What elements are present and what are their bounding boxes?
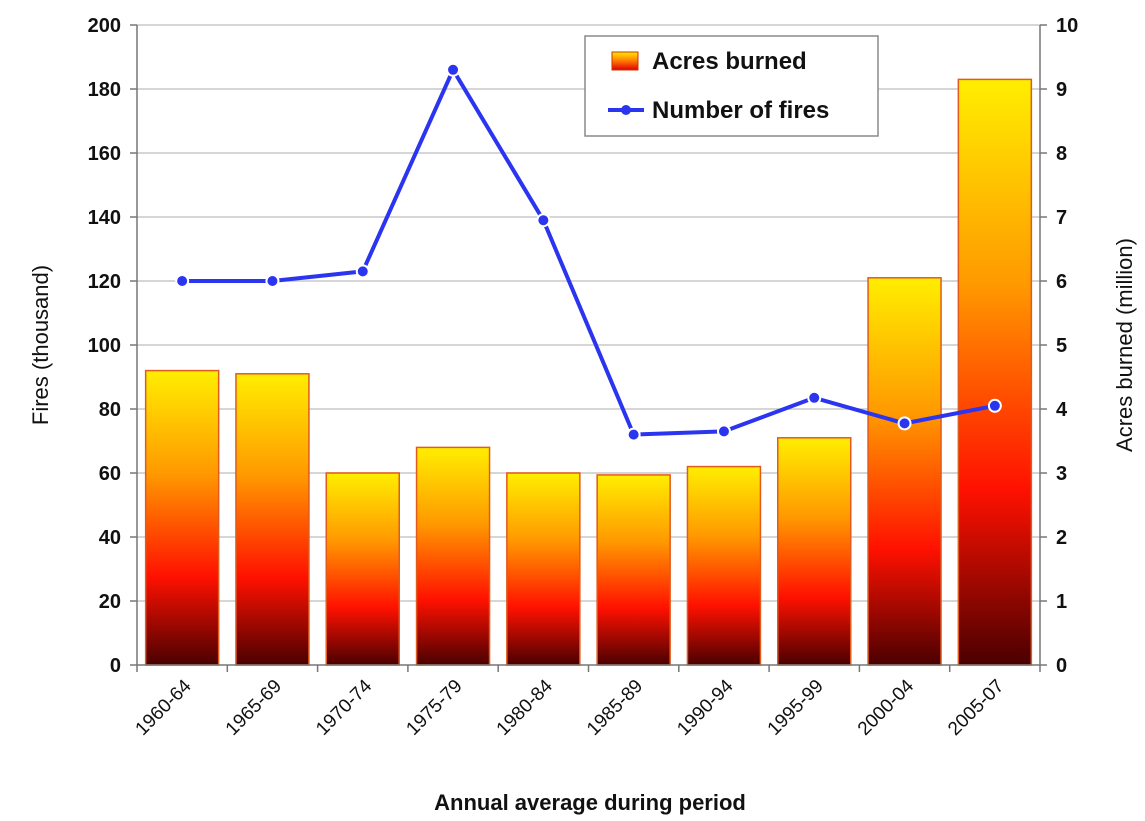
bar-acres-1960-64 xyxy=(144,369,220,666)
right-tick-label: 7 xyxy=(1056,207,1067,229)
left-tick-label: 160 xyxy=(88,143,121,165)
left-tick-label: 180 xyxy=(88,79,121,101)
line-number-of-fires xyxy=(182,67,996,437)
right-tick-label: 10 xyxy=(1056,15,1078,37)
fires-line xyxy=(175,62,1002,442)
x-tick-label: 1960-64 xyxy=(132,675,196,739)
left-tick-label: 120 xyxy=(88,271,121,293)
bar-acres-1995-99 xyxy=(777,437,852,666)
y-axis-title-right: Acres burned (million) xyxy=(1112,238,1137,452)
point-fires-1990-94 xyxy=(716,424,731,439)
right-tick-label: 9 xyxy=(1056,79,1067,101)
x-tick-label: 1990-94 xyxy=(673,675,737,739)
x-axis-title: Annual average during period xyxy=(434,790,746,815)
left-tick-label: 80 xyxy=(99,399,121,421)
left-tick-label: 60 xyxy=(99,463,121,485)
right-tick-label: 6 xyxy=(1056,271,1067,293)
right-tick-label: 1 xyxy=(1056,591,1067,613)
x-tick-label: 2000-04 xyxy=(854,675,918,739)
right-tick-label: 3 xyxy=(1056,463,1067,485)
bar-acres-2005-07 xyxy=(957,78,1033,666)
point-fires-1965-69 xyxy=(265,274,280,288)
right-tick-label: 8 xyxy=(1056,143,1067,165)
right-tick-label: 2 xyxy=(1056,527,1067,549)
legend-swatch-acres xyxy=(611,51,639,71)
x-tick-label: 1975-79 xyxy=(402,676,466,740)
x-tick-label: 1970-74 xyxy=(312,675,376,739)
left-tick-label: 20 xyxy=(99,591,121,613)
right-axis-ticks: 0 1 2 3 4 5 6 7 8 9 10 xyxy=(1040,15,1078,677)
bar-acres-2000-04 xyxy=(867,277,942,666)
point-fires-1985-89 xyxy=(626,427,641,442)
point-fires-1970-74 xyxy=(355,264,370,279)
point-fires-1995-99 xyxy=(807,390,822,405)
left-tick-label: 200 xyxy=(88,15,121,37)
bar-acres-1990-94 xyxy=(686,465,762,666)
left-axis-ticks: 0 20 40 60 80 100 120 140 160 180 200 xyxy=(88,15,137,677)
x-tick-label: 1985-89 xyxy=(583,676,647,740)
bar-acres-1965-69 xyxy=(235,373,310,666)
x-tick-label: 2005-07 xyxy=(944,676,1008,740)
x-tick-label: 1965-69 xyxy=(222,676,286,740)
x-axis-ticks: 1960-64 1965-69 1970-74 1975-79 1980-84 1985-… xyxy=(132,665,1041,740)
right-tick-label: 5 xyxy=(1056,335,1067,357)
right-tick-label: 0 xyxy=(1056,655,1067,677)
bar-acres-1975-79 xyxy=(415,446,491,666)
left-tick-label: 100 xyxy=(88,335,121,357)
bar-acres-1980-84 xyxy=(506,472,581,666)
bar-acres-1985-89 xyxy=(596,474,671,666)
point-fires-1960-64 xyxy=(175,274,190,288)
point-fires-2000-04 xyxy=(897,416,912,431)
left-tick-label: 140 xyxy=(88,207,121,229)
y-axis-title-left: Fires (thousand) xyxy=(28,265,53,425)
point-fires-1975-79 xyxy=(446,62,461,77)
x-tick-label: 1995-99 xyxy=(764,676,828,740)
bars xyxy=(144,78,1033,666)
right-tick-label: 4 xyxy=(1056,399,1068,421)
legend-label-fires: Number of fires xyxy=(652,97,829,124)
bar-acres-1970-74 xyxy=(325,472,400,666)
legend-marker-fires xyxy=(621,105,631,115)
point-fires-1980-84 xyxy=(536,213,551,228)
x-tick-label: 1980-84 xyxy=(493,675,557,739)
left-tick-label: 0 xyxy=(110,655,121,677)
left-tick-label: 40 xyxy=(99,527,121,549)
legend: Acres burned Number of fires xyxy=(584,35,879,137)
legend-label-acres: Acres burned xyxy=(652,48,807,75)
point-fires-2005-07 xyxy=(987,398,1002,413)
